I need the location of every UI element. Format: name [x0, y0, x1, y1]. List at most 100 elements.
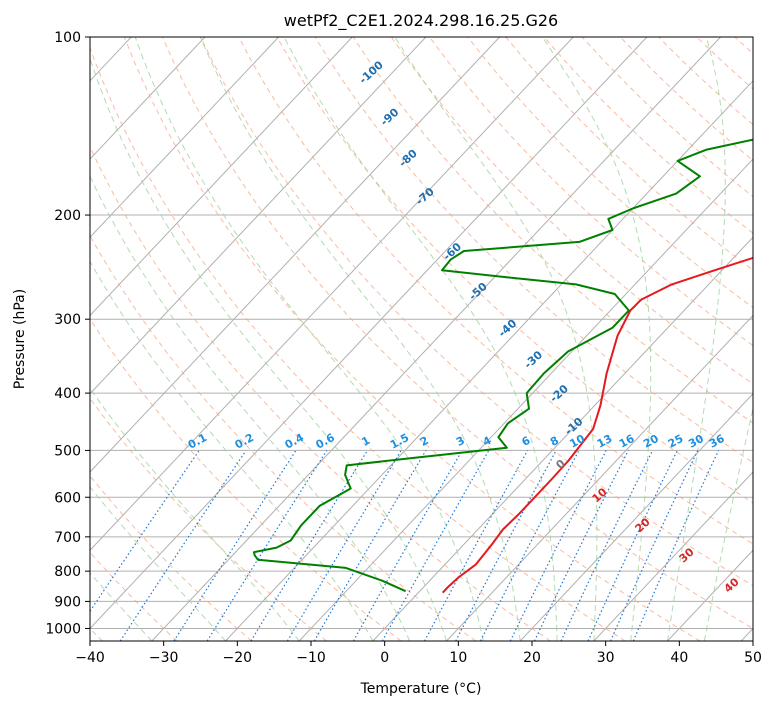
isotherm-line: [90, 37, 648, 630]
mixing-ratio-label: 3: [454, 434, 467, 449]
mixing-ratio-label: 8: [548, 434, 561, 449]
isotherm-line: [372, 236, 753, 641]
dry-adiabat-line: [90, 46, 626, 641]
mixing-ratio-label: 1.5: [388, 431, 411, 452]
dry-adiabat-line: [619, 37, 753, 162]
mixing-ratio-label: 30: [686, 432, 706, 451]
dry-adiabat-line: [90, 145, 551, 641]
isotherm-line: [90, 37, 500, 473]
moist-adiabat-line: [703, 406, 753, 641]
x-tick-label: 0: [380, 650, 389, 666]
mixing-ratio-line: [610, 450, 699, 641]
dry-adiabat-line: [390, 37, 753, 385]
mixing-ratio-line: [509, 450, 607, 641]
mixing-ratio-label: 1: [359, 434, 372, 449]
isotherm-line: [151, 37, 721, 641]
isotherm-line: [225, 80, 753, 641]
dry-adiabat-line: [123, 37, 701, 641]
isotherm-line: [740, 627, 753, 641]
isotherm-line: [519, 393, 753, 641]
isotherm-line: [593, 471, 753, 641]
x-tick-label: −20: [223, 650, 253, 666]
y-tick-label: 1000: [45, 621, 81, 637]
mixing-ratio-line: [424, 450, 529, 641]
mixing-ratio-label: 0.1: [186, 431, 209, 452]
x-tick-label: −30: [149, 650, 179, 666]
x-tick-label: 10: [449, 650, 467, 666]
moist-adiabat-line: [134, 37, 484, 641]
dry-adiabat-label: -60: [441, 240, 465, 263]
mixing-ratio-label: 25: [666, 432, 686, 451]
mixing-ratio-line: [533, 450, 629, 641]
mixing-ratio-line: [119, 450, 247, 641]
isotherm-line: [90, 37, 574, 551]
moist-adiabat-line: [90, 260, 374, 641]
moist-adiabat-label: 40: [722, 575, 742, 595]
y-axis: 100 200 300 400 500 600 700 800 900 1000: [45, 30, 90, 637]
isotherm-line: [90, 37, 353, 317]
temperature-profile-line: [441, 256, 753, 594]
x-tick-label: −10: [296, 650, 326, 666]
x-tick-label: 40: [670, 650, 688, 666]
moist-adiabat-line: [90, 175, 411, 641]
moist-adiabat-line: [667, 37, 726, 641]
y-tick-label: 800: [54, 564, 81, 580]
dry-adiabat-label: -100: [357, 58, 386, 86]
mixing-ratio-line: [173, 450, 297, 641]
y-tick-label: 100: [54, 30, 81, 46]
chart-title: wetPf2_C2E1.2024.298.16.25.G26: [284, 11, 558, 31]
mixing-ratio-line: [313, 450, 427, 641]
y-tick-label: 200: [54, 208, 81, 224]
mixing-ratio-line: [560, 450, 654, 641]
dry-adiabat-label: -90: [378, 105, 402, 128]
isotherm-line: [446, 314, 753, 641]
mixing-ratio-label: 10: [567, 432, 587, 451]
plot-frame: [89, 36, 754, 642]
mixing-ratio-label: 6: [520, 434, 533, 449]
x-axis: −40 −30 −20 −10 0 10 20 30 40 50: [75, 641, 762, 666]
mixing-ratio-line: [479, 450, 580, 641]
dry-adiabat-line: [658, 37, 753, 126]
mixing-ratio-line: [250, 450, 369, 641]
moist-adiabat-line: [90, 56, 447, 641]
y-tick-label: 500: [54, 443, 81, 459]
mixing-ratio-line: [587, 450, 678, 641]
isotherm-line: [90, 37, 427, 395]
dry-adiabat-line: [352, 37, 753, 424]
x-axis-title: Temperature (°C): [360, 681, 482, 697]
dry-adiabat-line: [467, 37, 753, 309]
moist-adiabat-label: 30: [677, 545, 697, 565]
y-axis-title: Pressure (hPa): [12, 289, 28, 389]
y-tick-label: 400: [54, 386, 81, 402]
isotherm-line: [0, 37, 58, 641]
moist-adiabat-line: [90, 387, 300, 641]
mixing-ratio-line: [632, 450, 720, 641]
dry-adiabat-line: [161, 37, 753, 630]
y-tick-label: 600: [54, 490, 81, 506]
dry-adiabat-label: -30: [522, 348, 546, 371]
dry-adiabat-line: [200, 37, 753, 587]
mixing-ratio-label: 36: [707, 432, 727, 451]
y-tick-label: 900: [54, 594, 81, 610]
moist-adiabat-line: [283, 37, 558, 641]
mixing-ratio-line: [206, 450, 328, 641]
dry-adiabat-label: -80: [396, 147, 420, 170]
x-tick-label: 20: [523, 650, 541, 666]
dry-adiabat-line: [238, 37, 753, 545]
dry-adiabat-line: [429, 37, 753, 347]
moist-adiabat-line: [199, 37, 521, 641]
dry-adiabat-label: -40: [496, 317, 520, 340]
plot-area: [0, 37, 753, 641]
dry-adiabat-line: [90, 475, 253, 641]
y-tick-label: 300: [54, 312, 81, 328]
isotherm-line: [90, 37, 279, 239]
dry-adiabat-label: -70: [413, 185, 437, 208]
dry-adiabat-line: [90, 234, 477, 641]
mixing-ratio-label: 13: [595, 432, 615, 451]
mixing-ratio-line: [90, 450, 200, 613]
dewpoint-profile-line: [252, 138, 753, 593]
mixing-ratio-line: [381, 450, 490, 641]
x-tick-label: 50: [744, 650, 762, 666]
mixing-ratio-label: 0.4: [283, 431, 307, 452]
